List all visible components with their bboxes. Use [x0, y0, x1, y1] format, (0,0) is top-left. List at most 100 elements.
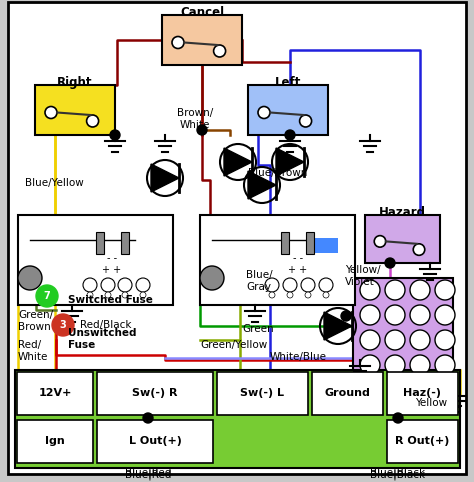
Circle shape — [265, 278, 279, 292]
Text: Sw(-) L: Sw(-) L — [240, 388, 284, 398]
Polygon shape — [248, 171, 276, 199]
Circle shape — [360, 355, 380, 375]
Text: Sw(-) R: Sw(-) R — [132, 388, 178, 398]
Text: Blue|Red: Blue|Red — [125, 468, 171, 479]
Circle shape — [83, 278, 97, 292]
Circle shape — [319, 278, 333, 292]
Circle shape — [385, 305, 405, 325]
Bar — [17, 420, 93, 463]
Text: - -: - - — [293, 253, 303, 263]
Circle shape — [413, 244, 425, 255]
Circle shape — [285, 130, 295, 140]
Circle shape — [200, 266, 224, 290]
Circle shape — [410, 280, 430, 300]
Circle shape — [283, 278, 297, 292]
Circle shape — [45, 107, 57, 119]
Circle shape — [385, 355, 405, 375]
Circle shape — [287, 292, 293, 298]
Text: Green/Yellow: Green/Yellow — [200, 340, 267, 350]
Circle shape — [36, 285, 58, 307]
Circle shape — [269, 292, 275, 298]
Text: Switched Fuse: Switched Fuse — [68, 295, 153, 305]
Text: Yellow: Yellow — [415, 398, 447, 408]
Circle shape — [360, 305, 380, 325]
Circle shape — [385, 330, 405, 350]
Bar — [96, 232, 104, 254]
Text: Hazard: Hazard — [379, 206, 426, 219]
Bar — [17, 372, 93, 415]
Text: Blue/
Gray: Blue/ Gray — [246, 270, 273, 292]
Text: 3: 3 — [60, 320, 66, 330]
Text: 7: 7 — [44, 291, 50, 301]
Text: Red/Black: Red/Black — [80, 320, 131, 330]
Text: Ign: Ign — [45, 436, 65, 446]
Text: Blue|Black: Blue|Black — [371, 470, 426, 481]
Circle shape — [118, 278, 132, 292]
Circle shape — [197, 125, 207, 135]
Circle shape — [122, 292, 128, 298]
Circle shape — [87, 115, 99, 127]
Circle shape — [360, 280, 380, 300]
Circle shape — [435, 330, 455, 350]
Text: + +: + + — [289, 265, 308, 275]
Circle shape — [323, 292, 329, 298]
Text: Unswitched
Fuse: Unswitched Fuse — [68, 328, 137, 349]
Text: + +: + + — [102, 265, 121, 275]
Circle shape — [18, 266, 42, 290]
Circle shape — [435, 305, 455, 325]
Bar — [365, 215, 440, 263]
Bar — [281, 232, 289, 254]
Text: Ground: Ground — [325, 388, 371, 398]
Bar — [310, 238, 338, 253]
Bar — [162, 15, 242, 65]
Text: Cancel: Cancel — [180, 6, 224, 19]
Circle shape — [258, 107, 270, 119]
Bar — [97, 420, 213, 463]
Bar — [312, 372, 383, 415]
Bar — [353, 278, 453, 393]
Bar — [18, 215, 173, 305]
Text: Right: Right — [57, 76, 93, 89]
Text: R Out(+): R Out(+) — [395, 436, 450, 446]
Bar — [387, 420, 458, 463]
Circle shape — [140, 292, 146, 298]
Circle shape — [385, 280, 405, 300]
Circle shape — [385, 258, 395, 268]
Circle shape — [341, 311, 351, 321]
Bar — [387, 372, 458, 415]
Text: 12V+: 12V+ — [38, 388, 72, 398]
Bar — [248, 85, 328, 135]
Circle shape — [110, 130, 120, 140]
Bar — [306, 232, 314, 254]
Circle shape — [410, 305, 430, 325]
Text: Left: Left — [275, 76, 301, 89]
Text: Brown/
White: Brown/ White — [177, 108, 213, 130]
Circle shape — [301, 278, 315, 292]
Text: Blue|Red: Blue|Red — [125, 470, 171, 481]
Polygon shape — [324, 312, 352, 340]
Text: Red/
White: Red/ White — [18, 340, 48, 362]
Circle shape — [87, 292, 93, 298]
Bar — [200, 215, 355, 305]
Bar — [217, 372, 308, 415]
Circle shape — [393, 413, 403, 423]
Circle shape — [214, 45, 226, 57]
Circle shape — [410, 355, 430, 375]
Text: L Out(+): L Out(+) — [128, 436, 182, 446]
Text: Green: Green — [242, 324, 273, 334]
Polygon shape — [276, 148, 304, 176]
Circle shape — [136, 278, 150, 292]
Text: - -: - - — [107, 253, 117, 263]
Circle shape — [374, 236, 386, 247]
Circle shape — [300, 115, 311, 127]
Polygon shape — [224, 148, 252, 176]
Text: White/Blue: White/Blue — [270, 352, 327, 362]
Text: Blue|Black: Blue|Black — [371, 468, 426, 479]
Bar — [15, 370, 460, 468]
Circle shape — [172, 37, 184, 49]
Text: Green/
Brown: Green/ Brown — [18, 310, 53, 332]
Circle shape — [52, 314, 74, 336]
Bar — [97, 372, 213, 415]
Circle shape — [101, 278, 115, 292]
Circle shape — [305, 292, 311, 298]
